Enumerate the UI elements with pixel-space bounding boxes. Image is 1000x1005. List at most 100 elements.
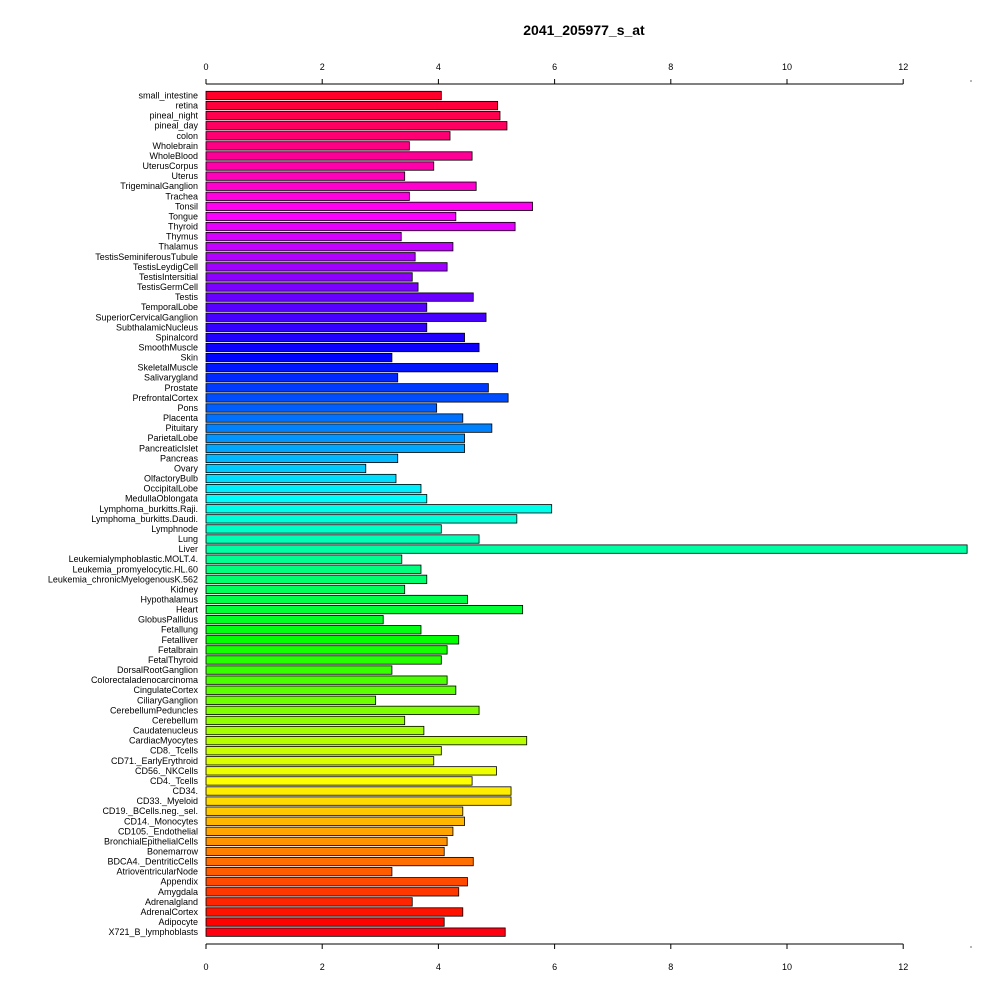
bar-X721_B_lymphoblasts: [205, 927, 506, 937]
bar-small_intestine: [205, 90, 442, 101]
category-label: Tongue: [168, 211, 198, 221]
bar-Adrenalgland: [205, 897, 413, 907]
bar-pineal_night: [205, 111, 501, 121]
bar-ParietalLobe: [205, 433, 465, 443]
bar-WholeBlood: [205, 151, 473, 161]
bar-colon: [205, 131, 451, 141]
bar-Kidney: [205, 584, 406, 595]
bar-SuperiorCervicalGanglion: [205, 312, 487, 322]
bar-Wholebrain: [205, 141, 410, 151]
tick-label: 0: [203, 62, 208, 72]
tick-label: 4: [436, 962, 441, 972]
bar-Uterus: [205, 171, 406, 181]
category-label: BDCA4._DentriticCells: [107, 857, 198, 867]
category-label: WholeBlood: [149, 151, 198, 161]
category-label: Fetalbrain: [158, 645, 198, 655]
category-label: Uterus: [171, 171, 198, 181]
category-label: Testis: [175, 292, 199, 302]
tick-label: 0: [203, 962, 208, 972]
category-label: Salivarygland: [144, 373, 198, 383]
bar-CingulateCortex: [205, 685, 457, 695]
bar-CardiacMyocytes: [205, 736, 528, 746]
category-label: TrigeminalGanglion: [120, 181, 198, 191]
category-label: TestisSeminiferousTubule: [95, 252, 198, 262]
bar-Fetallung: [205, 625, 422, 635]
bar-PancreaticIslet: [205, 443, 465, 453]
bar-CD56._NKCells: [205, 766, 497, 776]
category-label: Heart: [176, 605, 199, 615]
bar-SmoothMuscle: [205, 342, 480, 353]
category-label: Pancreas: [160, 453, 199, 463]
bar-Skin: [205, 352, 393, 363]
category-label: Leukemia_chronicMyelogenousK.562: [48, 574, 198, 584]
bar-Lymphoma_burkitts.Raji.: [205, 504, 553, 514]
category-label: Thyroid: [168, 222, 198, 232]
category-label: CiliaryGanglion: [137, 695, 198, 705]
tick-label: 6: [552, 62, 557, 72]
bar-CD8._Tcells: [205, 746, 442, 756]
bar-OccipitalLobe: [205, 484, 422, 494]
category-label: SkeletalMuscle: [137, 363, 198, 373]
category-label: Bonemarrow: [147, 847, 199, 857]
category-label: CD14._Monocytes: [124, 816, 199, 826]
bar-Tongue: [205, 211, 457, 222]
category-label: PrefrontalCortex: [132, 393, 198, 403]
bar-pineal_day: [205, 121, 508, 131]
category-label: colon: [176, 131, 198, 141]
category-label: UterusCorpus: [142, 161, 198, 171]
bar-Prostate: [205, 383, 489, 393]
category-label: small_intestine: [138, 91, 198, 101]
bar-BronchialEpithelialCells: [205, 836, 448, 847]
tick-label: 2: [320, 62, 325, 72]
category-label: TestisGermCell: [137, 282, 198, 292]
bar-OlfactoryBulb: [205, 473, 397, 484]
bar-retina: [205, 100, 499, 111]
bar-CerebellumPeduncles: [205, 705, 480, 715]
category-label: CingulateCortex: [133, 685, 198, 695]
bar-SubthalamicNucleus: [205, 322, 428, 332]
category-label: TestisIntersitial: [139, 272, 198, 282]
category-label: Pons: [177, 403, 198, 413]
bar-Trachea: [205, 191, 410, 201]
bar-Amygdala: [205, 887, 460, 897]
category-label: Pituitary: [165, 423, 198, 433]
category-label: CD34.: [172, 786, 198, 796]
category-label: Leukemialymphoblastic.MOLT.4.: [69, 554, 198, 564]
bar-FetalThyroid: [205, 655, 442, 665]
bar-Fetalbrain: [205, 645, 448, 655]
bar-Colorectaladenocarcinoma: [205, 675, 448, 685]
category-label: OccipitalLobe: [143, 484, 198, 494]
bar-TemporalLobe: [205, 302, 428, 312]
category-label: Adrenalgland: [145, 897, 198, 907]
category-label: GlobusPallidus: [138, 615, 199, 625]
bar-Pituitary: [205, 423, 493, 433]
bar-CD34.: [205, 786, 512, 796]
category-label: pineal_day: [154, 121, 198, 131]
bar-Thalamus: [205, 242, 454, 252]
category-label: DorsalRootGanglion: [117, 665, 198, 675]
bar-AdrenalCortex: [205, 907, 464, 917]
category-label: SmoothMuscle: [138, 343, 198, 353]
category-label: AtrioventricularNode: [116, 867, 198, 877]
bar-UterusCorpus: [205, 161, 435, 171]
bar-Bonemarrow: [205, 846, 445, 857]
category-label: Amygdala: [158, 887, 198, 897]
category-label: Adipocyte: [158, 917, 198, 927]
category-label: Lung: [178, 534, 198, 544]
category-label: ParietalLobe: [147, 433, 198, 443]
bar-Fetalliver: [205, 635, 460, 645]
category-label: Caudatenucleus: [133, 726, 199, 736]
category-label: Kidney: [170, 584, 198, 594]
tick-label: 8: [668, 962, 673, 972]
category-label: Hypothalamus: [140, 595, 198, 605]
bar-Thyroid: [205, 221, 516, 232]
bar-Salivarygland: [205, 373, 399, 383]
category-label: MedullaOblongata: [125, 494, 198, 504]
bar-TestisSeminiferousTubule: [205, 252, 416, 262]
bar-TrigeminalGanglion: [205, 181, 477, 191]
category-label: BronchialEpithelialCells: [104, 836, 199, 846]
bar-TestisLeydigCell: [205, 262, 448, 272]
bar-TestisIntersitial: [205, 272, 413, 282]
category-label: CerebellumPeduncles: [110, 705, 199, 715]
